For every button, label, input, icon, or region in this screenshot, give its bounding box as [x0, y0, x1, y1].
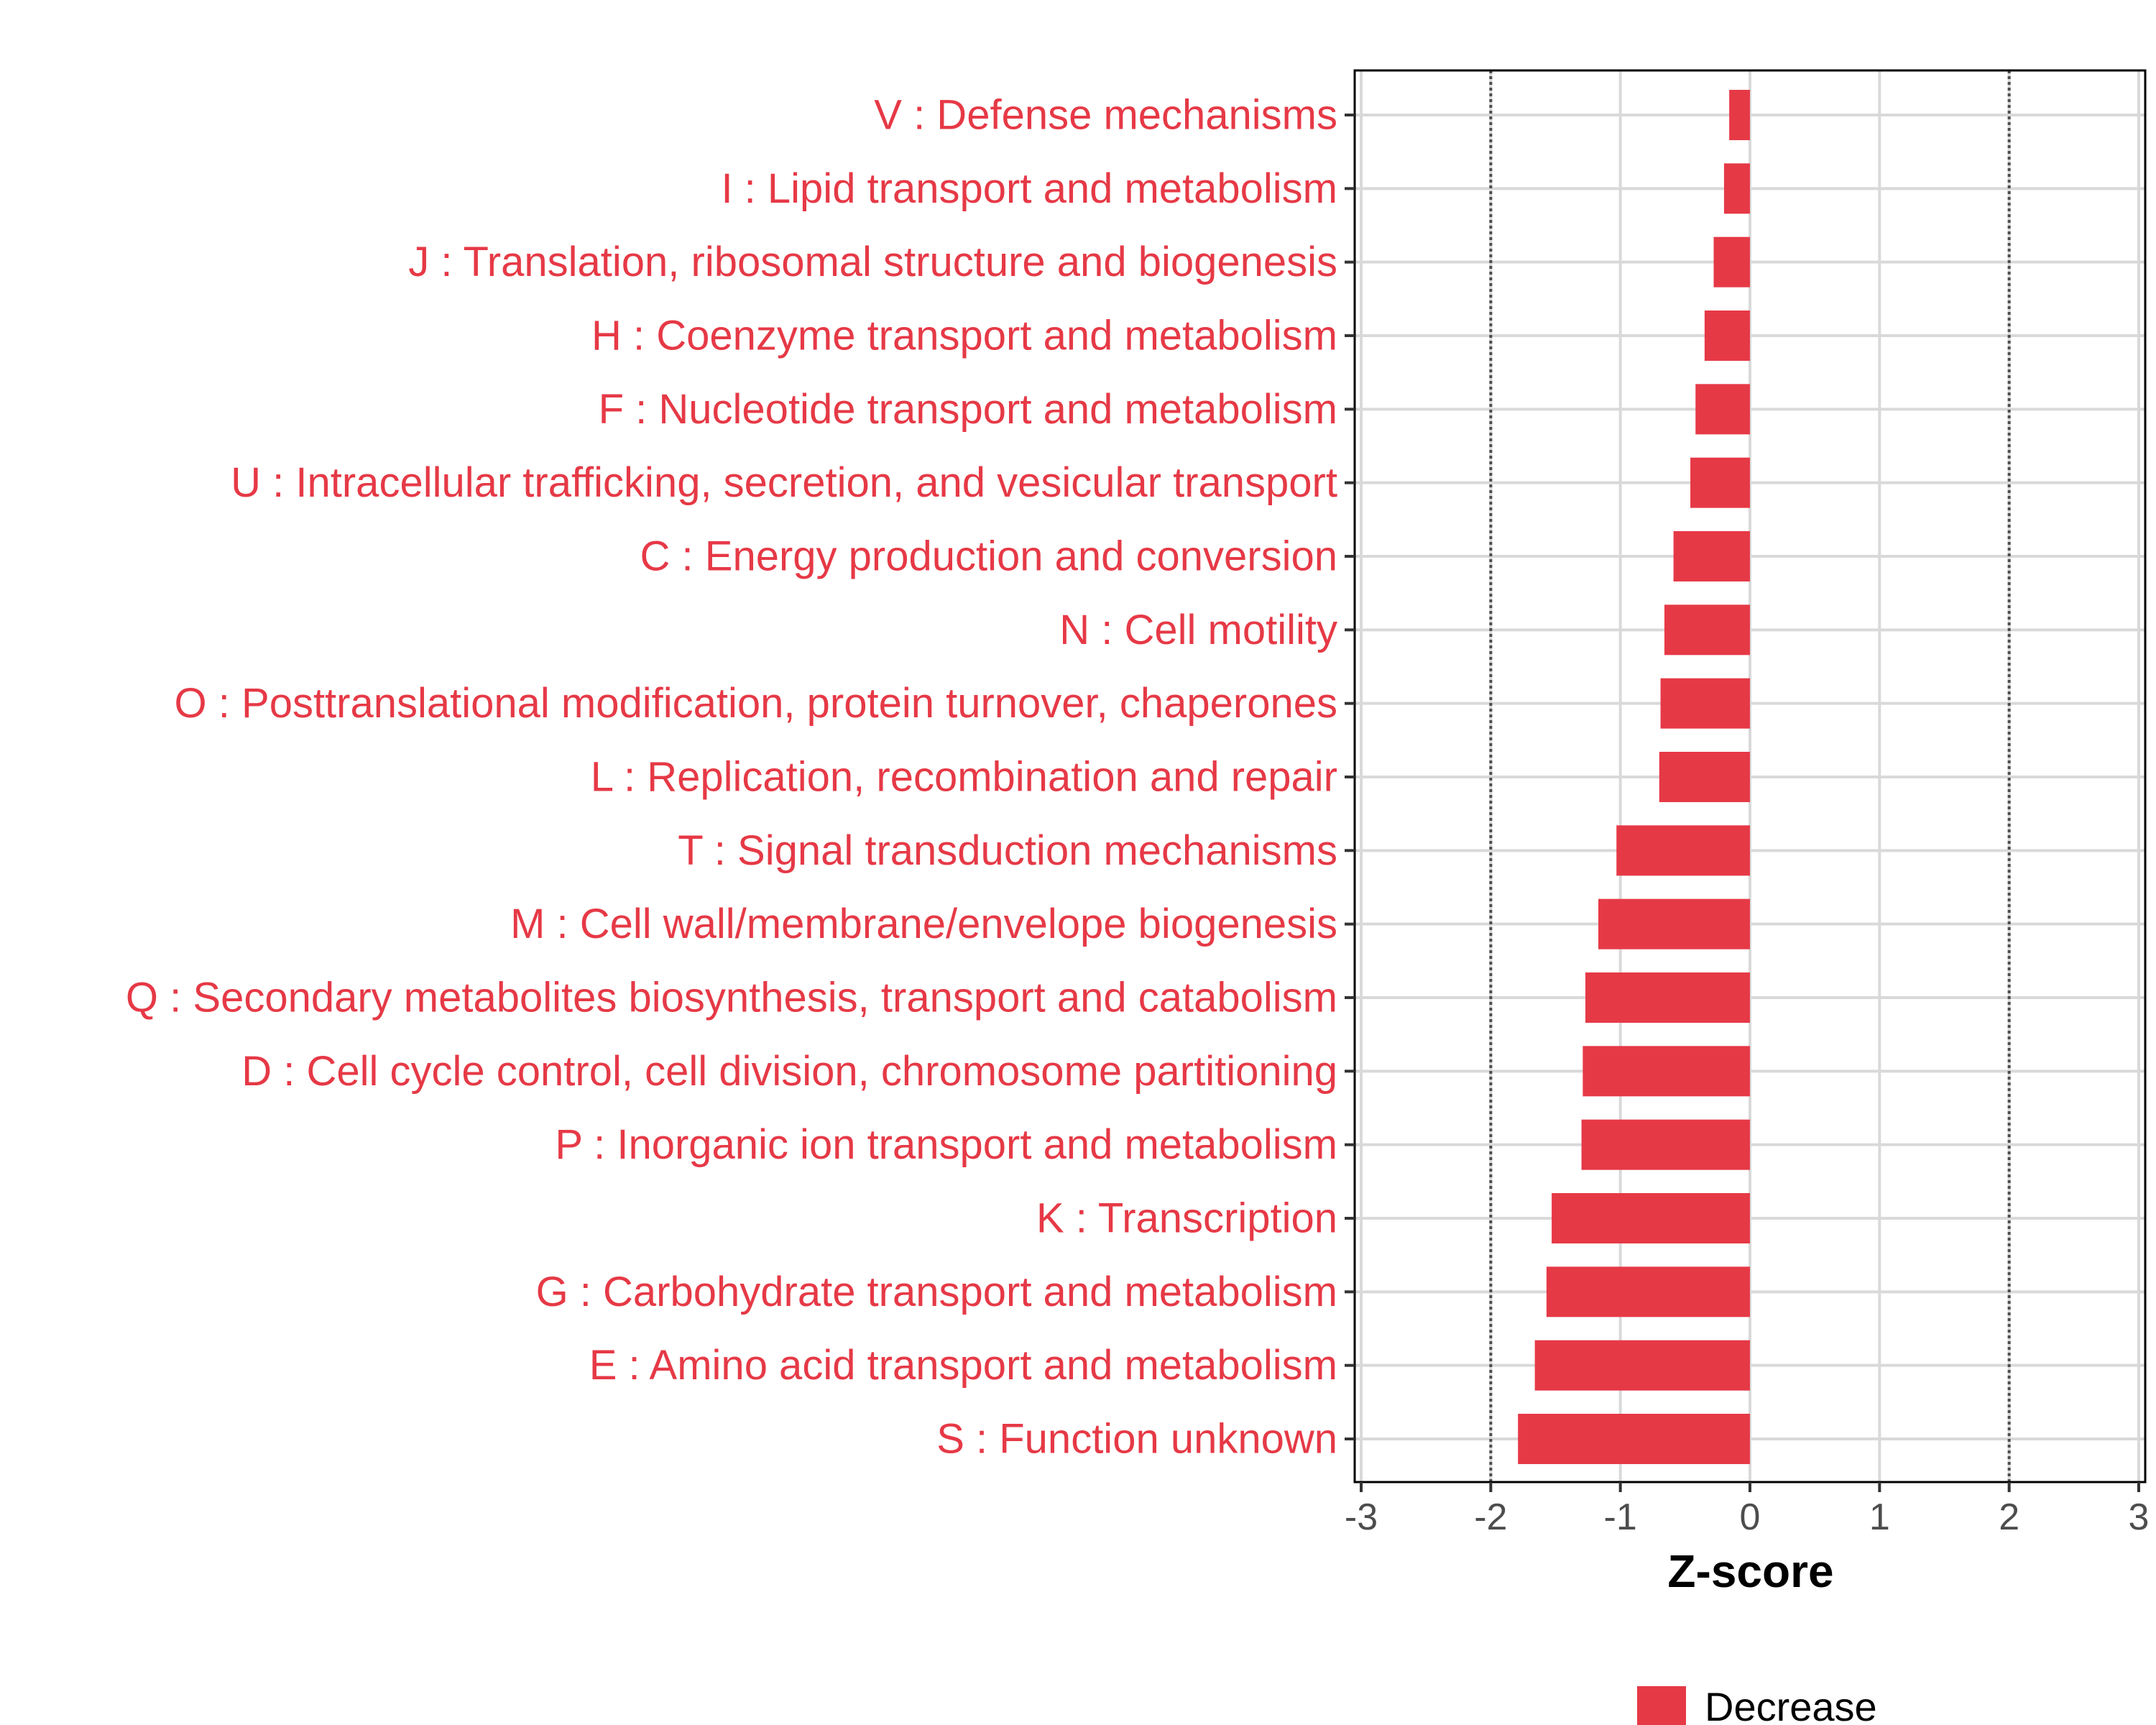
- category-label: M : Cell wall/membrane/envelope biogenes…: [510, 901, 1337, 947]
- bar: [1616, 825, 1750, 876]
- bar: [1598, 898, 1750, 949]
- bar: [1690, 457, 1750, 508]
- category-label: I : Lipid transport and metabolism: [721, 165, 1337, 212]
- bar: [1729, 90, 1750, 140]
- legend-swatch-decrease: [1637, 1686, 1686, 1725]
- category-label: L : Replication, recombination and repai…: [591, 754, 1337, 801]
- bar: [1695, 384, 1750, 435]
- x-tick-label: 1: [1869, 1496, 1890, 1538]
- x-tick-label: -2: [1474, 1496, 1507, 1538]
- category-label: P : Inorganic ion transport and metaboli…: [555, 1121, 1337, 1168]
- category-label: V : Defense mechanisms: [874, 92, 1337, 139]
- bar: [1585, 972, 1750, 1023]
- category-label: K : Transcription: [1036, 1195, 1337, 1242]
- category-label: Q : Secondary metabolites biosynthesis, …: [126, 975, 1337, 1021]
- category-label: G : Carbohydrate transport and metabolis…: [536, 1269, 1337, 1315]
- bar: [1518, 1414, 1750, 1464]
- bar: [1723, 163, 1750, 214]
- x-tick-label: -3: [1345, 1496, 1378, 1538]
- category-label: D : Cell cycle control, cell division, c…: [241, 1048, 1337, 1095]
- category-label: E : Amino acid transport and metabolism: [589, 1342, 1337, 1389]
- bar: [1704, 310, 1750, 361]
- x-tick-label: 0: [1740, 1496, 1761, 1538]
- legend: Decrease: [1637, 1684, 1877, 1725]
- bar: [1581, 1119, 1750, 1170]
- x-tick-label: 2: [1999, 1496, 2019, 1538]
- bar: [1660, 678, 1750, 729]
- category-label: O : Posttranslational modification, prot…: [175, 680, 1337, 727]
- category-labels: V : Defense mechanisms I : Lipid transpor…: [126, 92, 1337, 1463]
- x-axis-ticks: -3 -2 -1 0 1 2 3: [1345, 1482, 2150, 1538]
- bars: [1518, 90, 1750, 1464]
- category-label: J : Translation, ribosomal structure and…: [408, 239, 1337, 285]
- category-label: U : Intracellular trafficking, secretion…: [231, 459, 1337, 506]
- category-label: C : Energy production and conversion: [640, 533, 1337, 580]
- category-label: H : Coenzyme transport and metabolism: [591, 313, 1337, 359]
- bar: [1546, 1266, 1750, 1317]
- bar: [1552, 1193, 1750, 1243]
- x-tick-label: -1: [1604, 1496, 1637, 1538]
- y-axis-ticks: [1345, 114, 1355, 1440]
- category-label: S : Function unknown: [936, 1416, 1337, 1463]
- bar: [1659, 752, 1750, 802]
- bar: [1534, 1340, 1750, 1391]
- legend-label-decrease: Decrease: [1705, 1684, 1877, 1725]
- category-label: N : Cell motility: [1059, 607, 1337, 653]
- bar: [1673, 531, 1750, 581]
- category-label: F : Nucleotide transport and metabolism: [599, 386, 1337, 433]
- bar: [1664, 604, 1750, 656]
- category-label: T : Signal transduction mechanisms: [678, 827, 1337, 874]
- bar: [1583, 1046, 1750, 1097]
- x-tick-label: 3: [2129, 1496, 2150, 1538]
- x-axis-title: Z-score: [1667, 1545, 1833, 1597]
- bar: [1713, 236, 1750, 288]
